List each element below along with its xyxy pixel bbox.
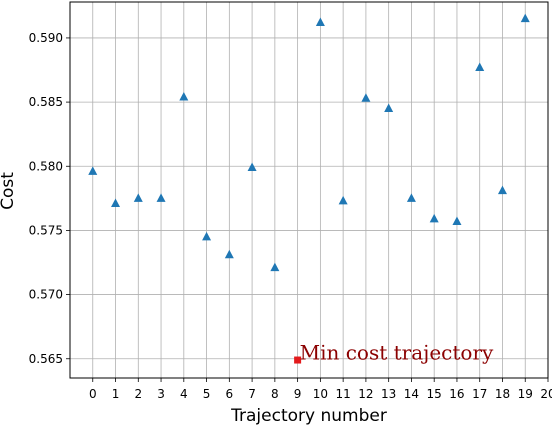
data-points <box>88 13 530 364</box>
x-tick-label: 14 <box>404 387 419 401</box>
data-point-triangle <box>520 13 530 23</box>
plot-background <box>70 2 548 378</box>
ticks: 0 1 2 3 4 5 6 7 8 9 10 11 12 13 14 15 16 17 18 19 200.5650.5… <box>29 31 552 401</box>
data-point-triangle <box>497 185 507 195</box>
x-tick-label: 15 <box>427 387 442 401</box>
x-tick-label: 18 <box>495 387 510 401</box>
data-point-triangle <box>247 162 257 172</box>
x-tick-label: 16 <box>449 387 464 401</box>
data-point-triangle <box>88 166 98 175</box>
data-point-triangle <box>384 103 394 113</box>
x-tick-label: 10 <box>313 387 328 401</box>
x-tick-label: 12 <box>358 387 373 401</box>
x-tick-label: 9 <box>294 387 302 401</box>
data-point-triangle <box>202 231 212 241</box>
y-tick-label: 0.570 <box>29 288 63 302</box>
x-axis-label: Trajectory number <box>230 406 387 426</box>
min-cost-marker <box>294 356 302 364</box>
y-tick-label: 0.580 <box>29 159 63 173</box>
data-point-triangle <box>315 17 325 27</box>
x-tick-label: 8 <box>271 387 279 401</box>
x-tick-label: 13 <box>381 387 396 401</box>
data-point-triangle <box>429 213 439 223</box>
y-tick-label: 0.575 <box>29 223 63 237</box>
data-point-triangle <box>361 93 371 102</box>
data-point-triangle <box>475 62 485 71</box>
y-tick-label: 0.585 <box>29 95 63 109</box>
x-tick-label: 11 <box>336 387 351 401</box>
x-tick-label: 5 <box>203 387 211 401</box>
x-tick-label: 19 <box>518 387 533 401</box>
x-tick-label: 17 <box>472 387 487 401</box>
data-point-triangle <box>224 249 234 259</box>
data-point-triangle <box>179 91 189 101</box>
x-tick-label: 1 <box>112 387 120 401</box>
data-point-triangle <box>133 193 143 202</box>
y-tick-label: 0.590 <box>29 31 63 45</box>
x-tick-label: 3 <box>157 387 165 401</box>
data-point-triangle <box>270 262 280 272</box>
data-point-triangle <box>156 193 166 202</box>
y-axis-label: Cost <box>0 172 18 210</box>
data-point-triangle <box>406 193 416 202</box>
min-cost-annotation: Min cost trajectory <box>300 341 494 365</box>
x-tick-label: 0 <box>89 387 97 401</box>
data-point-triangle <box>452 216 462 225</box>
x-tick-label: 20 <box>540 387 552 401</box>
data-point-triangle <box>338 195 348 205</box>
plot-frame <box>69 1 549 379</box>
x-tick-label: 4 <box>180 387 188 401</box>
y-tick-label: 0.565 <box>29 352 63 366</box>
data-point-triangle <box>111 198 121 207</box>
grid <box>70 2 549 378</box>
x-tick-label: 2 <box>134 387 142 401</box>
x-tick-label: 7 <box>248 387 256 401</box>
x-tick-label: 6 <box>226 387 234 401</box>
